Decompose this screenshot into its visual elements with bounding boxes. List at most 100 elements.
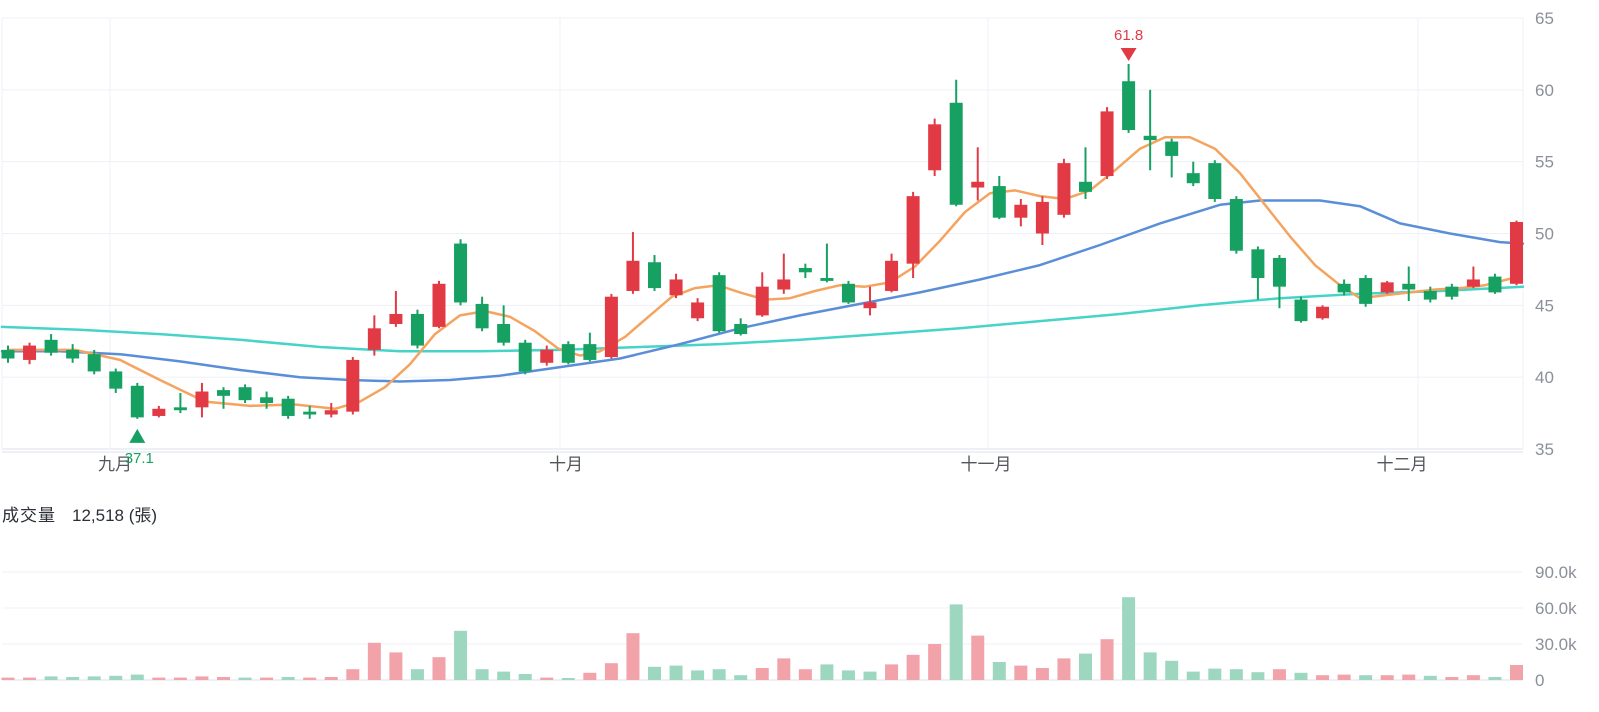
volume-bar [1359,675,1373,680]
candle-body [1510,222,1523,284]
volume-bar [583,672,597,680]
volume-bar [1035,668,1049,680]
volume-bars-layer [1,597,1523,680]
candle-body [648,262,661,289]
volume-bar [691,670,705,680]
annotation-layer: 61.8 37.1 [125,27,1144,467]
candle-body [152,408,166,416]
candle-body [410,313,424,346]
candle-body [1143,135,1157,141]
candle-body [820,278,834,281]
volume-bar [604,663,618,680]
candle-body [303,411,317,415]
price-tick-label: 35 [1535,440,1554,459]
candle-body [1035,201,1049,234]
candle-body [1316,306,1330,319]
volume-bar [130,674,144,680]
volume-bar [1337,674,1351,680]
candle-body [217,390,230,396]
candle-body [475,303,489,329]
candle-body [66,349,80,359]
candle-body [44,339,58,353]
low-arrow-icon [129,428,146,443]
candle-body [195,391,209,408]
volume-bar [540,677,554,680]
volume-bar [906,654,920,680]
volume-bar [173,677,187,680]
candle-body [1380,282,1394,293]
volume-bar [281,677,295,680]
candle-body [540,349,554,363]
volume-bar [44,676,58,680]
candle-body [1229,199,1243,251]
volume-bar [195,676,209,680]
price-tick-label: 65 [1535,9,1554,28]
candle-body [1100,111,1114,177]
candle-body [863,302,877,309]
candle-body [906,196,920,264]
volume-tick-label: 30.0k [1535,635,1577,654]
candle-body [1272,257,1286,287]
volume-bar [87,676,101,680]
candle-body [260,397,274,404]
volume-bar [971,635,985,680]
candle-body [1445,286,1459,297]
volume-bar [1251,672,1265,680]
volume-bar [1165,660,1179,680]
volume-bar [1510,665,1523,680]
volume-bar [497,671,511,680]
candle-body [798,267,812,273]
volume-bar [1488,677,1502,680]
volume-bar [777,658,791,680]
volume-bar [1445,677,1459,680]
candle-body [173,407,187,411]
candle-body [712,275,726,332]
candle-body [928,124,942,171]
candle-body [109,371,123,389]
candle-body [626,260,640,291]
candle-body [755,286,769,316]
volume-bar [1402,674,1416,680]
candle-body [238,387,252,401]
ma-line-fast [6,135,1515,411]
volume-bar [152,677,166,680]
candle-body [669,279,683,296]
low-price-label: 37.1 [125,450,154,467]
candle-body [1,349,15,359]
ma-line-mid [0,199,1525,383]
candle-body [367,328,381,350]
candle-body [1122,81,1136,131]
candle-body [1208,163,1222,200]
volume-bar [1380,675,1394,680]
candle-body [1402,283,1416,290]
axis-labels: 65 60 55 50 45 40 35 90.0k 60.0k 30.0k 0 九月 十月 十一月 十二月 [98,9,1577,690]
candle-body [1466,279,1480,287]
volume-bar [561,678,575,680]
volume-bar [755,668,769,680]
volume-value: 12,518 (張) [72,506,158,525]
candle-body [281,398,295,416]
volume-bar [109,675,123,680]
volume-bar [992,662,1006,680]
candle-body [454,243,468,303]
month-label: 九月 [98,455,132,474]
volume-bar [1423,675,1437,680]
volume-bar [238,677,252,680]
volume-bar [1208,668,1222,680]
volume-bar [303,677,317,680]
volume-bar [367,642,381,680]
volume-bar [1079,653,1092,680]
candle-body [777,279,791,290]
candle-body [971,181,985,188]
volume-bar [518,674,532,680]
candle-body [1186,173,1200,184]
volume-bar [1143,652,1157,680]
candle-body [734,324,748,335]
volume-bar [454,630,468,680]
candle-body [583,344,597,360]
volume-tick-label: 0 [1535,671,1544,690]
price-tick-label: 50 [1535,225,1554,244]
volume-bar [626,633,640,680]
volume-bar [1229,669,1243,680]
grid-layer [1,17,1524,681]
